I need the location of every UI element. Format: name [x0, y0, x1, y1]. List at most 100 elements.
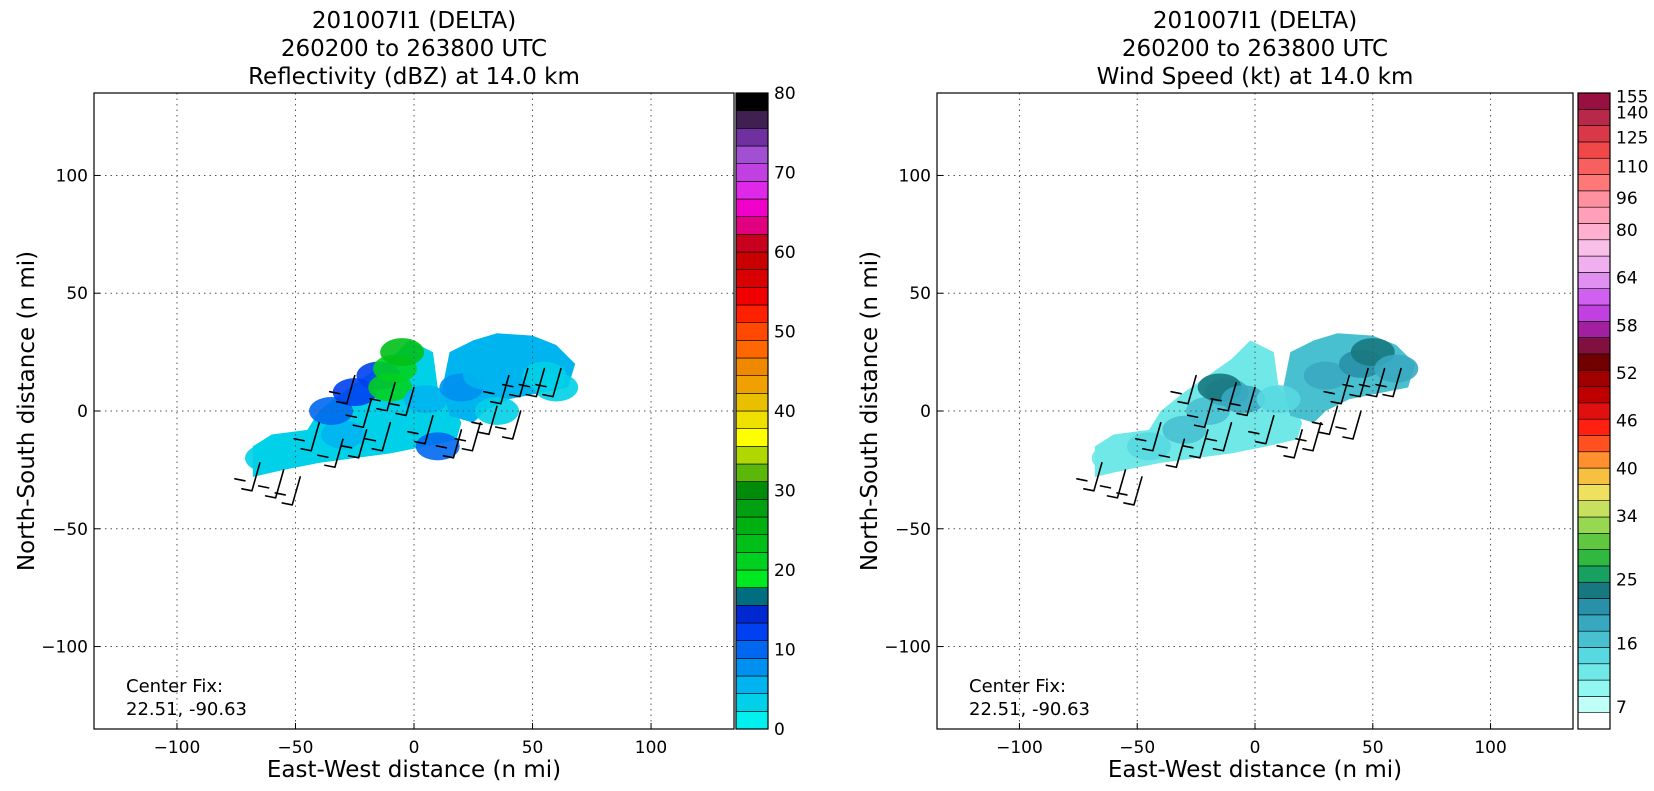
- wind-barb: [501, 367, 529, 398]
- colorbar-segment: [1577, 174, 1611, 192]
- colorbar-tick-label: 58: [1616, 316, 1638, 336]
- field-cell: [403, 385, 448, 414]
- wind-barb: [1116, 476, 1143, 506]
- y-tick-label: −50: [895, 520, 931, 540]
- wind-barb: [535, 367, 562, 398]
- field-cell: [463, 361, 508, 390]
- chart-title-line: Wind Speed (kt) at 14.0 km: [1097, 64, 1414, 90]
- field-cell: [380, 338, 425, 367]
- x-tick-label: −50: [1119, 738, 1155, 758]
- colorbar-tick-label: 10: [774, 641, 796, 661]
- wind-barb: [340, 429, 368, 459]
- y-axis-label: North-South distance (n mi): [857, 251, 883, 571]
- colorbar-segment: [1577, 402, 1611, 420]
- colorbar-tick-label: 110: [1616, 157, 1648, 177]
- colorbar-segment: [735, 128, 769, 147]
- colorbar-tick-label: 125: [1616, 129, 1648, 149]
- wind-barb: [483, 374, 510, 405]
- colorbar-tick-label: 80: [1616, 221, 1638, 241]
- colorbar-segment: [1577, 141, 1611, 159]
- wind-barb: [1170, 374, 1197, 405]
- y-tick-label: 0: [920, 402, 931, 422]
- colorbar-segment: [735, 375, 769, 394]
- colorbar-segment: [735, 552, 769, 571]
- colorbar-segment: [1577, 549, 1611, 567]
- colorbar-segment: [735, 92, 769, 111]
- colorbar-segment: [735, 287, 769, 306]
- wind-barb: [1229, 386, 1256, 417]
- colorbar-segment: [735, 569, 769, 588]
- colorbar-tick-label: 52: [1616, 364, 1638, 384]
- colorbar-segment: [735, 357, 769, 376]
- wind-barb: [1076, 462, 1103, 492]
- colorbar-segment: [1577, 223, 1611, 241]
- wind-barb: [274, 476, 302, 506]
- field-layer: [1076, 333, 1419, 506]
- x-tick-label: −100: [154, 738, 201, 758]
- colorbar-segment: [735, 304, 769, 323]
- y-tick-label: 50: [66, 284, 88, 304]
- center-fix-label: Center Fix:: [969, 676, 1066, 697]
- wind-barb: [1248, 414, 1275, 445]
- x-tick-label: −100: [996, 738, 1043, 758]
- wind-barb: [518, 367, 546, 398]
- field-cell: [320, 420, 365, 449]
- wind-barb: [364, 421, 392, 452]
- y-tick-label: 100: [56, 166, 88, 186]
- wind-barb: [1182, 429, 1209, 459]
- y-tick-label: −100: [884, 638, 931, 658]
- y-tick-label: 0: [77, 402, 88, 422]
- y-axis-label: North-South distance (n mi): [14, 251, 40, 571]
- y-tick-label: −100: [41, 638, 88, 658]
- wind-barb: [1358, 367, 1386, 398]
- colorbar-segment: [1577, 451, 1611, 469]
- x-tick-label: 0: [1250, 738, 1261, 758]
- colorbar-tick-label: 80: [774, 84, 796, 104]
- colorbar-tick-label: 155: [1616, 87, 1648, 107]
- colorbar-segment: [735, 340, 769, 359]
- wind-speed-panel: 201007I1 (DELTA)260200 to 263800 UTCWind…: [857, 8, 1648, 783]
- colorbar-tick-label: 46: [1616, 412, 1638, 432]
- colorbar-segment: [735, 410, 769, 429]
- colorbar-segment: [1577, 647, 1611, 665]
- wind-barb: [369, 381, 396, 412]
- colorbar-segment: [735, 534, 769, 553]
- colorbar-segment: [735, 481, 769, 500]
- colorbar-segment: [1577, 288, 1611, 306]
- colorbar-segment: [735, 198, 769, 217]
- colorbar-segment: [1577, 239, 1611, 257]
- colorbar-segment: [1577, 467, 1611, 485]
- colorbar-segment: [1577, 663, 1611, 681]
- colorbar-segment: [1577, 206, 1611, 224]
- colorbar-segment: [735, 516, 769, 535]
- colorbar-tick-label: 25: [1616, 571, 1638, 591]
- colorbar-segment: [1577, 696, 1611, 713]
- wind-barb: [1186, 398, 1214, 429]
- wind-barb: [1342, 367, 1369, 398]
- field-cell: [1162, 415, 1207, 444]
- wind-barb: [494, 410, 522, 440]
- colorbar-segment: [735, 269, 769, 288]
- colorbar-tick-label: 40: [1616, 459, 1638, 479]
- colorbar-segment: [735, 163, 769, 182]
- colorbar-tick-label: 140: [1616, 103, 1648, 123]
- colorbar-tick-label: 7: [1616, 698, 1627, 718]
- wind-barb: [328, 374, 356, 405]
- colorbar-segment: [1577, 500, 1611, 518]
- center-fix-value: 22.51, -90.63: [969, 699, 1090, 720]
- wind-barb: [1323, 374, 1351, 405]
- colorbar-segment: [1577, 630, 1611, 648]
- colorbar-segment: [1577, 109, 1611, 126]
- colorbar-segment: [1577, 304, 1611, 322]
- colorbar-segment: [1577, 598, 1611, 616]
- chart-title-line: 201007I1 (DELTA): [1153, 8, 1357, 34]
- colorbar-tick-label: 16: [1616, 634, 1638, 654]
- x-axis-label: East-West distance (n mi): [267, 757, 561, 783]
- grid: [94, 93, 734, 729]
- colorbar-segment: [1577, 337, 1611, 355]
- colorbar-segment: [735, 428, 769, 447]
- field-layer: [234, 333, 579, 506]
- wind-barb: [1276, 429, 1303, 459]
- field-cell: [1256, 385, 1301, 414]
- wind-barb: [1210, 381, 1237, 412]
